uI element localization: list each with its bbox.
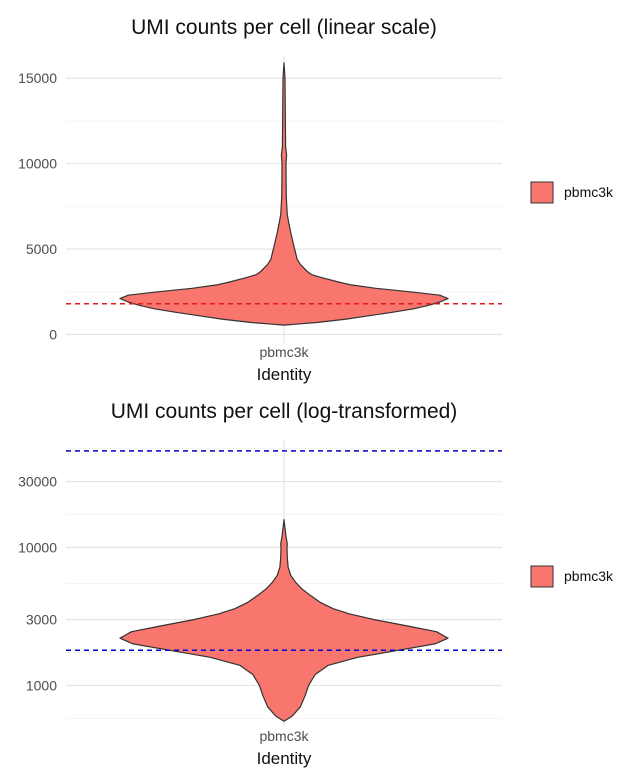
x-tick-label: pbmc3k [259,728,309,744]
y-tick-label: 3000 [26,612,57,628]
x-axis-label: Identity [257,365,312,384]
chart-title: UMI counts per cell (log-transformed) [111,400,458,423]
legend: pbmc3k [530,181,614,204]
y-tick-label: 10000 [18,156,57,172]
violin-shape [119,62,449,326]
x-axis-label: Identity [257,749,312,768]
y-tick-label: 1000 [26,677,57,693]
y-tick-label: 15000 [18,70,57,86]
violin-layer [119,62,449,326]
legend-key [530,181,554,204]
y-tick-label: 5000 [26,241,57,257]
violin-layer [119,519,449,722]
violin-panel-log: UMI counts per cell (log-transformed) 10… [18,400,614,768]
y-tick-label: 30000 [18,474,57,490]
x-tick-label: pbmc3k [259,344,309,360]
legend-label: pbmc3k [564,568,614,584]
threshold-layer [66,450,502,651]
y-tick-label: 10000 [18,539,57,555]
legend-label: pbmc3k [564,184,614,200]
y-tick-labels: 0 5000 10000 15000 [18,70,57,342]
legend-key [530,565,554,588]
violin-shape [119,519,449,722]
violin-panel-linear: UMI counts per cell (linear scale) 0 5000… [18,16,614,384]
chart-title: UMI counts per cell (linear scale) [131,16,437,39]
y-tick-label: 0 [49,326,57,342]
y-tick-labels: 1000 3000 10000 30000 [18,474,57,694]
legend: pbmc3k [530,565,614,588]
